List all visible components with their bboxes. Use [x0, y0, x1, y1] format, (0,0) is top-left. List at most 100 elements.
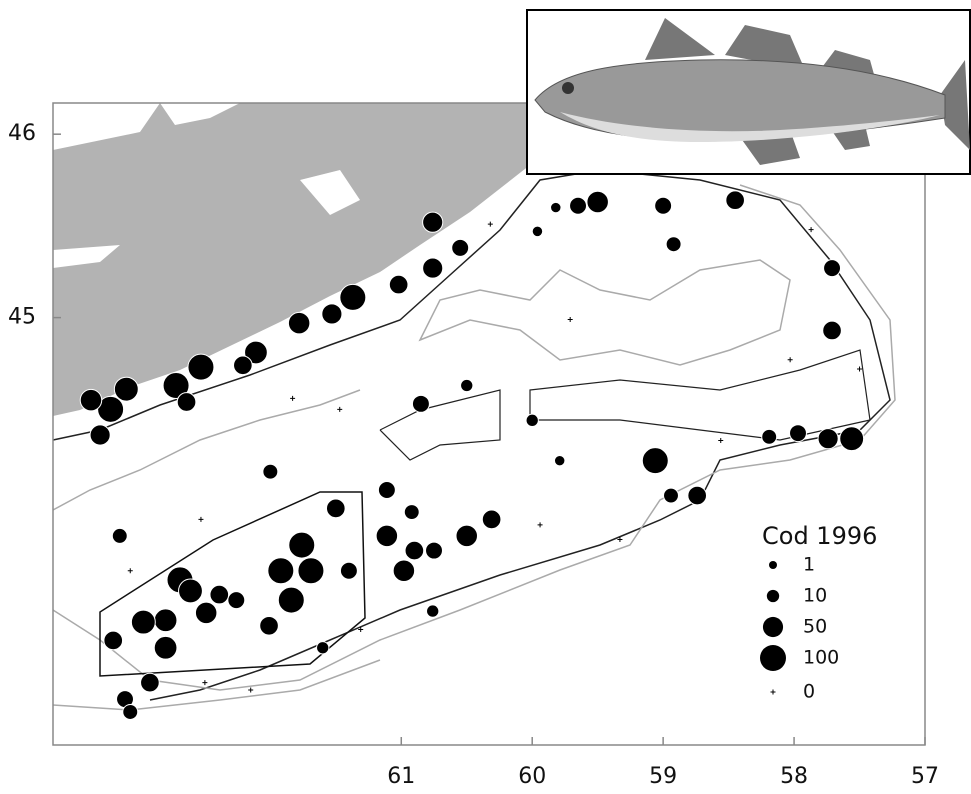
catch-bubble [393, 560, 414, 581]
catch-bubble [179, 579, 203, 603]
x-tick-label: 59 [649, 764, 677, 789]
zero-catch [568, 317, 573, 322]
catch-bubble [80, 389, 101, 410]
catch-bubble [268, 558, 294, 584]
catch-bubble [263, 464, 278, 479]
catch-bubble [823, 321, 842, 340]
catch-bubble [655, 197, 672, 214]
zero-catch [337, 407, 342, 412]
catch-bubble [322, 304, 342, 324]
catch-bubble [278, 587, 304, 613]
catch-bubble [228, 592, 245, 609]
bank-outline [380, 350, 870, 460]
catch-bubble [114, 377, 138, 401]
catch-bubble [378, 482, 395, 499]
catch-bubble [188, 354, 214, 380]
fish-eye [562, 82, 574, 94]
catch-bubble [762, 429, 777, 444]
catch-bubble [461, 379, 473, 391]
catch-bubble [570, 197, 587, 214]
catch-bubble [423, 212, 443, 232]
legend-symbol [763, 617, 783, 637]
catch-bubble [412, 395, 429, 412]
catch-bubble [551, 202, 561, 212]
catch-bubble [288, 312, 309, 333]
catch-bubble [824, 260, 841, 277]
catch-bubble [177, 393, 196, 412]
map: 61 60 59 58 57 46 45 Cod 1996 1 10 50 100 0 [0, 0, 971, 794]
catch-bubble [688, 486, 707, 505]
catch-bubble [840, 427, 864, 451]
legend-title: Cod 1996 [762, 522, 877, 550]
catch-bubble [452, 239, 469, 256]
catch-bubble [666, 237, 681, 252]
catch-bubble [427, 605, 439, 617]
zero-catch [198, 517, 203, 522]
legend-label: 100 [803, 647, 839, 669]
catch-bubble [131, 610, 155, 634]
catch-bubble [642, 448, 668, 474]
x-tick-label: 58 [780, 764, 808, 789]
catch-bubble [154, 609, 177, 632]
catch-bubble [376, 525, 397, 546]
zero-catch [538, 522, 543, 527]
x-tick-label: 57 [911, 764, 939, 789]
zero-catch [718, 438, 723, 443]
x-tick-label: 60 [518, 764, 546, 789]
catch-bubble [260, 616, 279, 635]
legend-symbol [771, 690, 776, 695]
legend-label: 1 [803, 554, 815, 576]
catch-bubble [456, 525, 477, 546]
catch-bubble [289, 532, 315, 558]
catch-bubble [210, 585, 229, 604]
y-tick-label: 46 [8, 121, 36, 146]
catch-bubble [154, 636, 177, 659]
catch-bubble [404, 505, 419, 520]
y-tick-label: 45 [8, 305, 36, 330]
zero-catch [857, 366, 862, 371]
zero-catch [788, 357, 793, 362]
zero-catch [248, 687, 253, 692]
catch-bubble [818, 429, 838, 449]
catch-bubble [423, 258, 443, 278]
catch-bubble [790, 425, 807, 442]
inset [527, 10, 970, 174]
catch-bubble [141, 673, 160, 692]
catch-bubble [340, 562, 357, 579]
catch-bubble [726, 191, 745, 210]
page: 61605958574645 Cod 1996110501000 (() => … [0, 0, 971, 794]
zero-catch [809, 227, 814, 232]
legend-symbol [760, 645, 786, 671]
catch-bubble [298, 558, 324, 584]
legend-symbol [769, 561, 777, 569]
catch-bubble [104, 631, 123, 650]
catch-bubble [340, 284, 366, 310]
legend-label: 10 [803, 585, 827, 607]
zero-catch [202, 680, 207, 685]
catch-bubble [532, 226, 542, 236]
catch-bubble [482, 510, 501, 529]
legend-symbol [767, 590, 779, 602]
legend-label: 50 [803, 616, 827, 638]
land [53, 103, 530, 416]
catch-bubble [587, 191, 608, 212]
x-tick-label: 61 [387, 764, 415, 789]
legend-label: 0 [803, 681, 815, 703]
catch-bubble [426, 542, 443, 559]
catch-bubble [554, 455, 564, 465]
catch-bubble [195, 602, 216, 623]
catch-bubble [405, 541, 424, 560]
legend: Cod 1996 1 10 50 100 0 [760, 522, 877, 703]
zero-catch [488, 222, 493, 227]
catch-bubble [526, 414, 538, 426]
zero-catch [128, 568, 133, 573]
catch-bubble [90, 425, 110, 445]
catch-bubble [317, 642, 329, 654]
catch-bubble [664, 488, 679, 503]
catch-bubble [112, 528, 127, 543]
zero-catch [290, 396, 295, 401]
catch-bubble [389, 275, 408, 294]
catch-bubble [234, 356, 253, 375]
catch-bubble [123, 705, 138, 720]
catch-bubble [326, 499, 345, 518]
